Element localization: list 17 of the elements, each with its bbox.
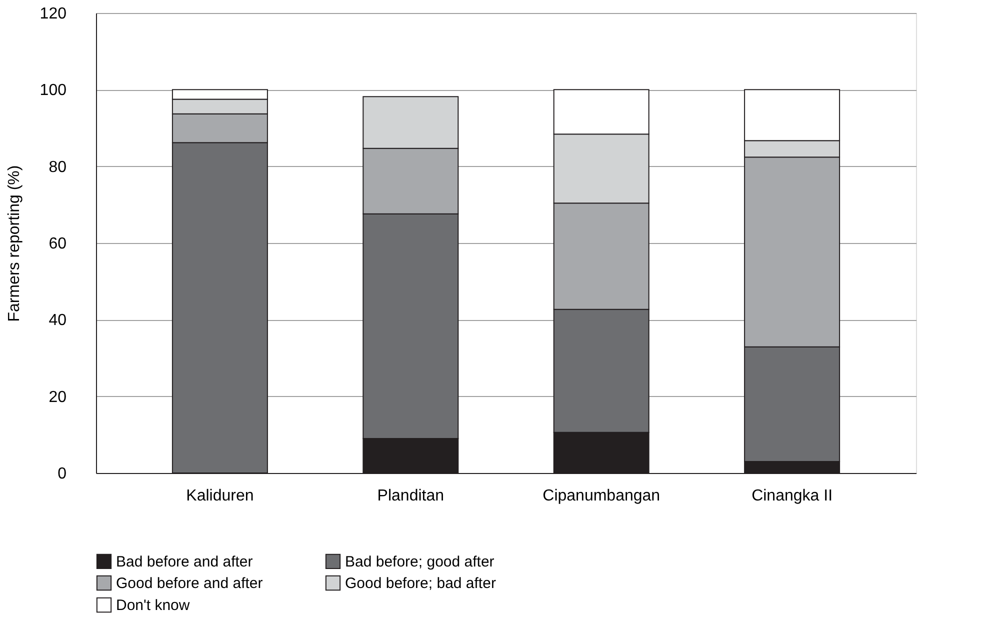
y-tick-label: 40 (48, 312, 67, 330)
legend-label: Bad before; good after (345, 553, 494, 570)
y-tick-label: 0 (58, 466, 67, 482)
legend-label: Don't know (116, 597, 190, 614)
legend-label: Good before and after (116, 575, 263, 592)
y-tick-label: 120 (40, 6, 67, 22)
y-tick-label: 20 (48, 388, 67, 406)
x-tick-label: Cinangka II (752, 488, 833, 504)
x-tick-label: Cipanumbangan (542, 488, 660, 504)
legend-label: Bad before and after (116, 553, 253, 570)
y-tick-label: 80 (48, 158, 67, 176)
x-tick-label: Kaliduren (186, 488, 254, 504)
legend-label: Good before; bad after (345, 575, 496, 592)
y-tick-label: 100 (40, 82, 67, 100)
y-axis-title: Farmers reporting (%) (6, 165, 23, 322)
x-tick-label: Planditan (377, 488, 444, 504)
y-tick-label: 60 (48, 236, 67, 252)
